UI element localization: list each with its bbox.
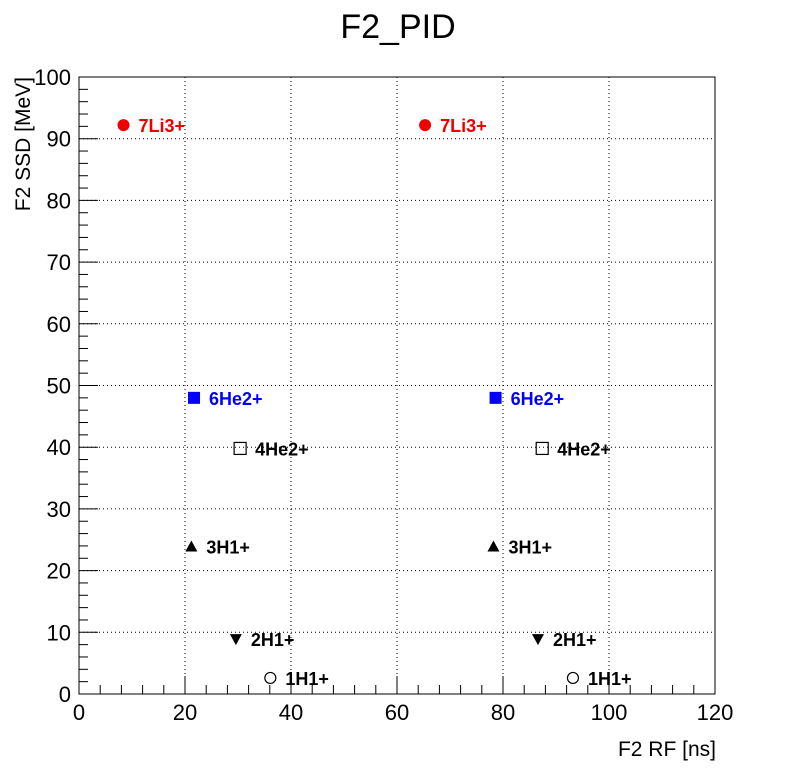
y-tick-label: 90 (47, 127, 71, 152)
point-filled-square (489, 391, 502, 404)
point-triangle-down (531, 634, 544, 646)
y-axis-title: F2 SSD [MeV] (12, 77, 35, 211)
y-tick-label: 70 (47, 250, 71, 275)
x-tick-label: 60 (385, 700, 409, 725)
axis-ticks (78, 76, 716, 695)
y-tick-label: 60 (47, 312, 71, 337)
y-tick-label: 10 (47, 620, 71, 645)
y-tick-label: 50 (47, 374, 71, 399)
point-open-circle (264, 671, 277, 685)
chart-title: F2_PID (340, 8, 455, 46)
point-filled-square (188, 391, 201, 404)
point-label: 7Li3+ (440, 116, 487, 136)
grid (79, 77, 715, 694)
y-tick-label: 80 (47, 188, 71, 213)
y-tick-label: 40 (47, 435, 71, 460)
point-label: 1H1+ (285, 669, 329, 689)
tick-labels: 0 20 40 60 80 100 120 0 10 20 30 40 50 60 70 80 90 100 (34, 65, 733, 725)
point-label: 6He2+ (209, 389, 263, 409)
plot-frame (78, 76, 716, 695)
y-tick-label: 0 (59, 682, 71, 707)
x-axis-title: F2 RF [ns] (618, 738, 716, 761)
point-label: 1H1+ (588, 669, 632, 689)
x-tick-label: 0 (73, 700, 85, 725)
point-label: 4He2+ (557, 439, 611, 459)
y-tick-label: 30 (47, 497, 71, 522)
x-tick-label: 100 (591, 700, 628, 725)
point-label: 2H1+ (553, 630, 597, 650)
point-open-square (535, 441, 549, 456)
point-open-circle (566, 671, 580, 685)
point-label: 3H1+ (206, 538, 250, 558)
point-triangle-up (185, 540, 198, 552)
y-tick-label: 100 (34, 65, 71, 90)
point-triangle-up (487, 540, 500, 552)
point-label: 6He2+ (511, 389, 565, 409)
x-tick-label: 120 (697, 700, 734, 725)
y-tick-label: 20 (47, 559, 71, 584)
point-label: 4He2+ (255, 439, 309, 459)
x-tick-label: 80 (491, 700, 515, 725)
point-filled-circle (419, 119, 432, 132)
data-points: 7Li3+ 6He2+ 4He2+ 3H1+ 2H1+ 1H1+ 7Li3+ 6He2+ 4He… (117, 116, 632, 689)
point-label: 7Li3+ (139, 116, 186, 136)
point-label: 3H1+ (508, 538, 552, 558)
point-open-square (233, 441, 247, 456)
x-tick-label: 40 (279, 700, 303, 725)
point-label: 2H1+ (251, 630, 295, 650)
x-tick-label: 20 (173, 700, 197, 725)
point-filled-circle (117, 119, 130, 132)
point-triangle-down (229, 634, 242, 646)
